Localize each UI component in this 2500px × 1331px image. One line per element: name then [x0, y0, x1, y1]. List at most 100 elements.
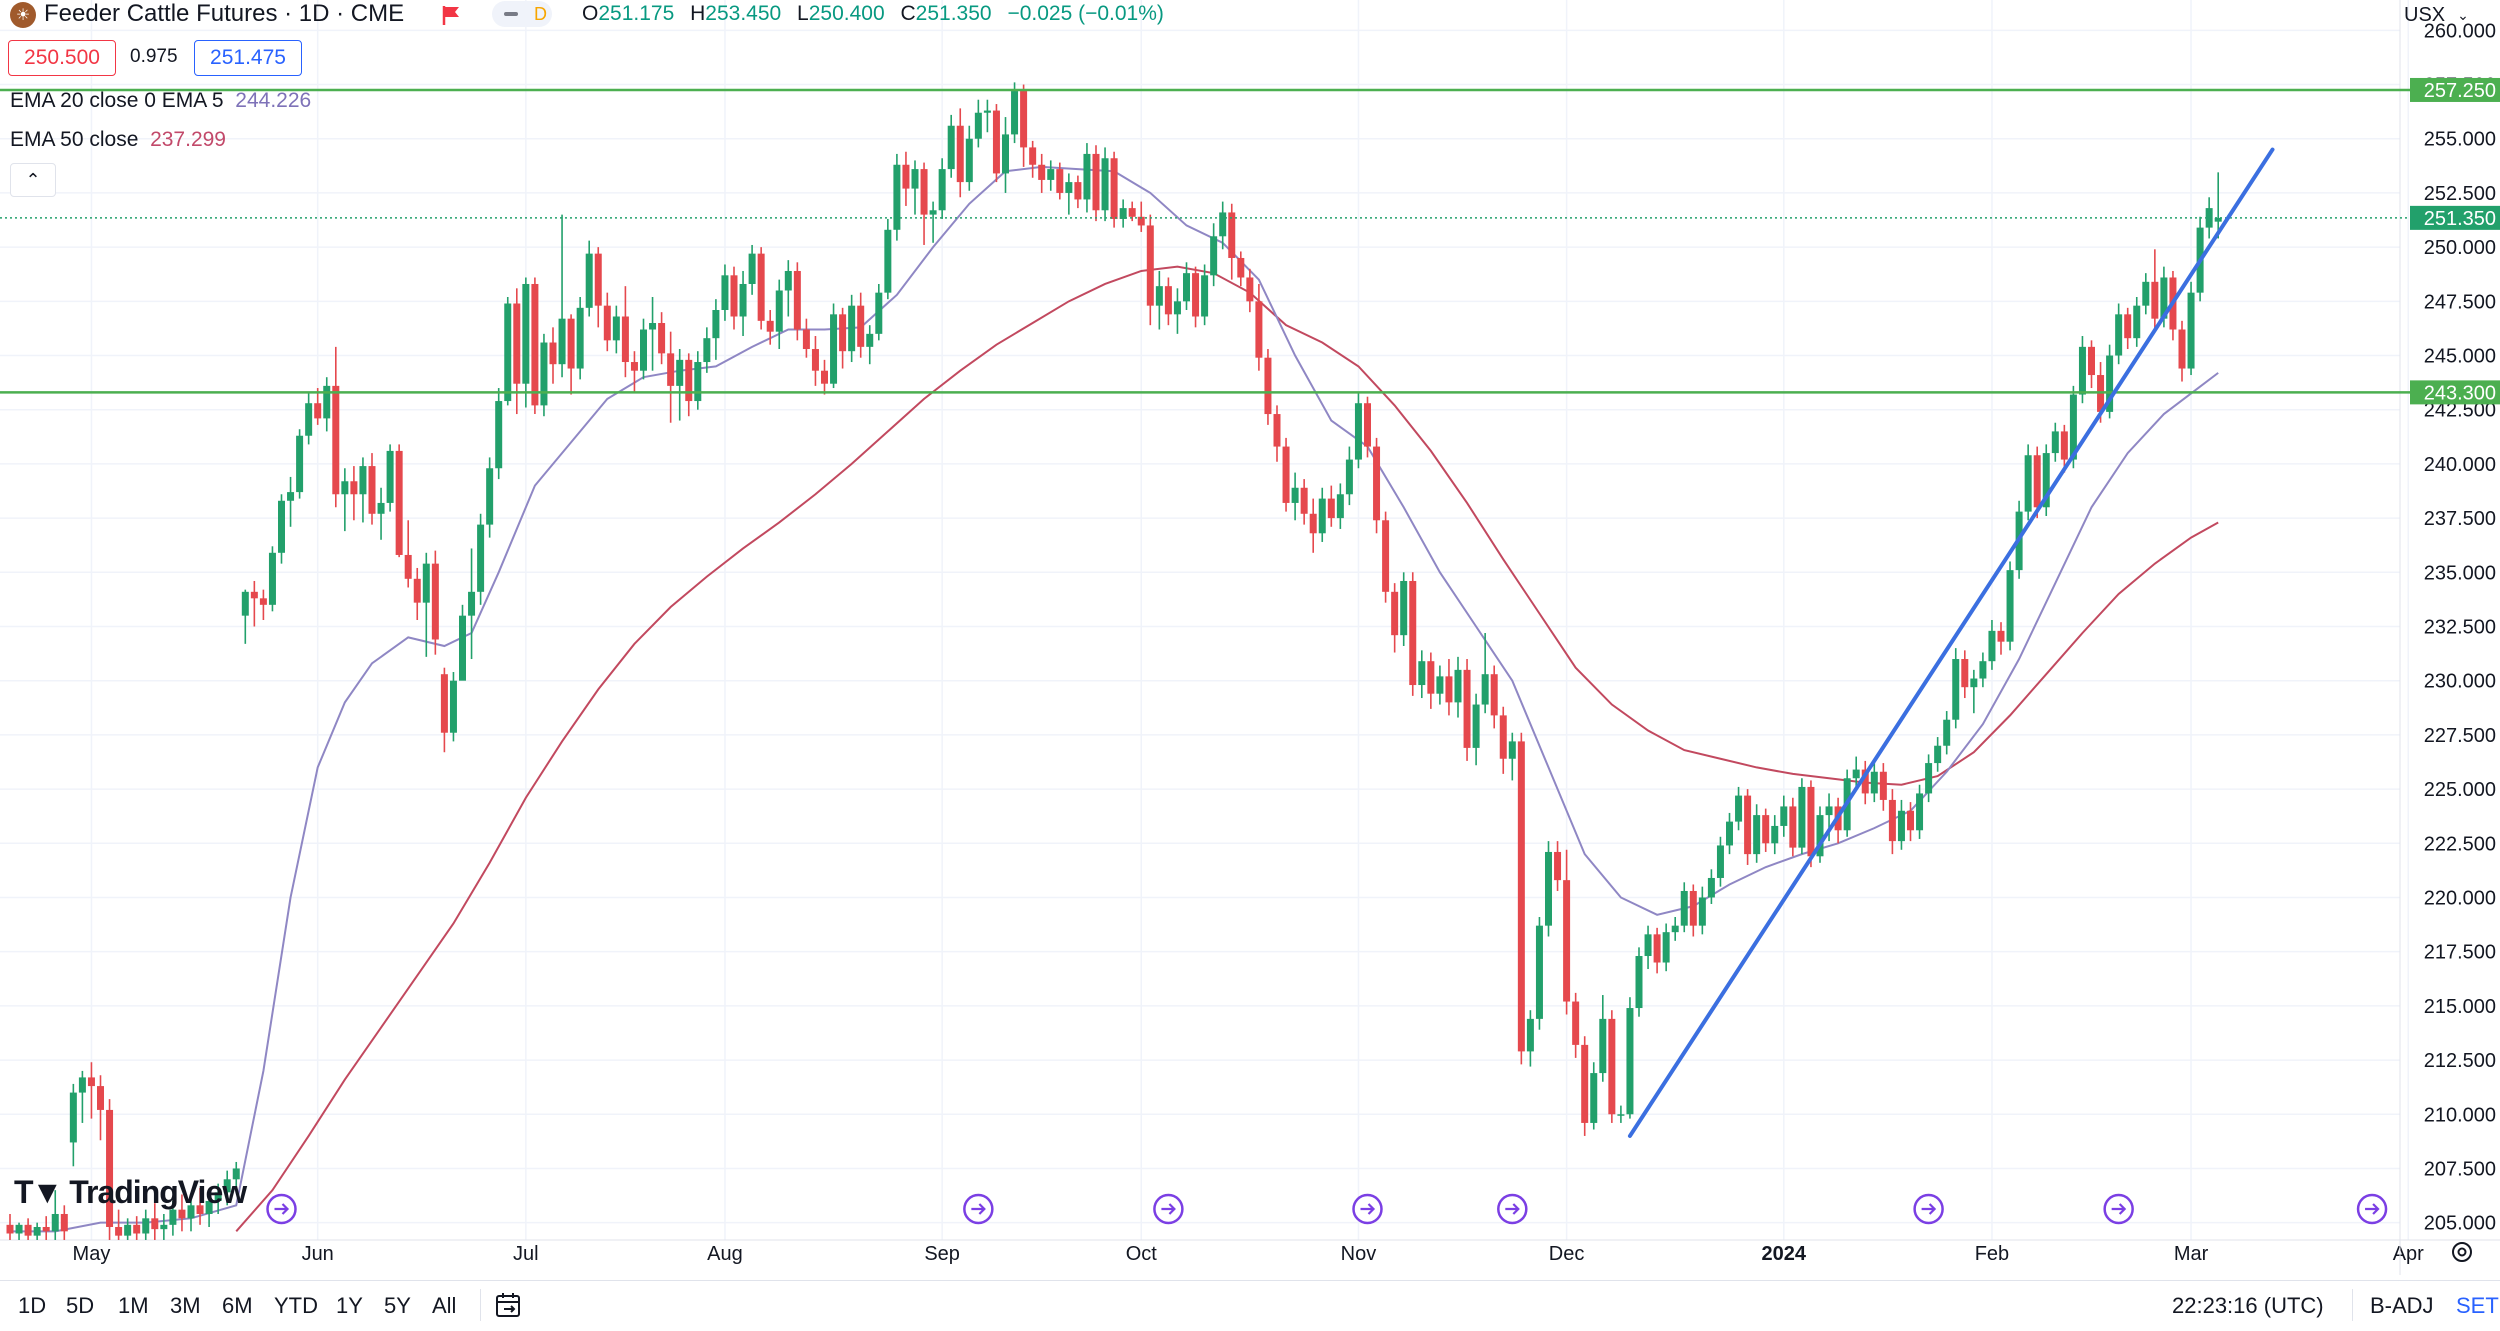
candle-body — [1074, 182, 1082, 200]
candle — [667, 331, 675, 423]
candle — [513, 288, 521, 415]
timeframe-ytd[interactable]: YTD — [274, 1293, 318, 1318]
candle-body — [857, 305, 865, 347]
candle — [567, 314, 575, 395]
candle-body — [124, 1224, 132, 1236]
timeframe-1m[interactable]: 1M — [118, 1293, 149, 1318]
candle-body — [947, 125, 955, 170]
candle-body — [287, 492, 295, 501]
timeframe-all[interactable]: All — [432, 1293, 457, 1318]
candle-body — [558, 318, 566, 365]
candle — [1590, 1062, 1598, 1130]
utc-clock[interactable]: 22:23:16 (UTC) — [2172, 1293, 2324, 1318]
candle — [2133, 296, 2141, 347]
candle-body — [875, 292, 883, 334]
candle-body — [2024, 455, 2032, 512]
candle-body — [60, 1213, 68, 1232]
ema20-legend[interactable]: EMA 20 close 0 EMA 5 244.226 — [10, 89, 311, 113]
sun-icon: ☀ — [10, 2, 36, 28]
candle — [893, 153, 901, 241]
collapse-legend-button[interactable]: ⌃ — [10, 163, 56, 197]
candle — [449, 672, 457, 742]
timeframe-5y[interactable]: 5Y — [384, 1293, 411, 1318]
candle — [902, 151, 910, 206]
session-toggle[interactable]: SET — [2456, 1293, 2499, 1318]
candle-body — [1029, 147, 1037, 165]
candle-body — [1002, 134, 1009, 174]
y-tick-label: 220.000 — [2424, 887, 2496, 909]
candle-body — [1327, 498, 1335, 519]
candle-body — [531, 283, 539, 406]
candle — [848, 294, 856, 363]
candle — [196, 1187, 204, 1225]
candle — [965, 125, 973, 191]
candle — [1409, 572, 1417, 696]
timeframe-1y[interactable]: 1Y — [336, 1293, 363, 1318]
candle — [1291, 472, 1299, 521]
candle — [1635, 947, 1643, 1017]
y-tick-label: 235.000 — [2424, 562, 2496, 584]
candle — [1599, 995, 1607, 1082]
candle-body — [1164, 286, 1172, 315]
candle — [1382, 511, 1390, 603]
candle — [2033, 446, 2041, 519]
candle — [250, 580, 258, 627]
candle-body — [395, 450, 403, 555]
candle — [1164, 277, 1172, 326]
candle-body — [1427, 661, 1435, 694]
candle-body — [911, 169, 919, 189]
candle-body — [1907, 810, 1914, 831]
candle-body — [359, 466, 367, 495]
candle — [341, 468, 349, 532]
candle — [1780, 795, 1788, 837]
adjustment-toggle[interactable]: B-ADJ — [2370, 1293, 2434, 1318]
candle — [1943, 711, 1951, 755]
event-arrow-icon — [1352, 1193, 1383, 1225]
candle — [486, 457, 494, 538]
candle — [42, 1216, 50, 1240]
candle — [1979, 652, 1987, 688]
candle — [1852, 756, 1860, 787]
candle-body — [1943, 719, 1951, 746]
candle-body — [241, 591, 249, 616]
ema20-label: EMA 20 close 0 EMA 5 — [10, 89, 224, 112]
timeframe-5d[interactable]: 5D — [66, 1293, 95, 1318]
candle-body — [115, 1226, 123, 1236]
sell-price-button[interactable]: 250.500 — [8, 40, 116, 76]
candle — [983, 99, 991, 133]
candle — [1716, 836, 1724, 887]
ema50-legend[interactable]: EMA 50 close 237.299 — [10, 128, 226, 152]
candle — [1192, 266, 1200, 328]
candle-body — [1707, 877, 1715, 898]
symbol-title[interactable]: Feeder Cattle Futures · 1D · CME — [44, 0, 405, 27]
event-marker-glyph — [1505, 1203, 1520, 1215]
event-arrow-icon — [1913, 1193, 1944, 1225]
currency-selector[interactable]: USX ⌄ — [2404, 0, 2500, 30]
buy-price-button[interactable]: 251.475 — [194, 40, 302, 76]
candle — [1336, 483, 1344, 529]
candle — [2115, 303, 2123, 365]
candle — [612, 305, 620, 354]
timeframe-3m[interactable]: 3M — [170, 1293, 201, 1318]
candle — [314, 388, 322, 425]
candle — [187, 1198, 195, 1232]
candle — [1735, 786, 1743, 831]
flag-icon[interactable] — [441, 4, 461, 26]
candle-body — [377, 502, 385, 514]
candle-body — [350, 481, 358, 495]
interval-pill[interactable]: D — [492, 1, 552, 27]
candle — [1201, 264, 1209, 326]
candle — [1273, 405, 1281, 462]
timeframe-6m[interactable]: 6M — [222, 1293, 253, 1318]
candle-body — [775, 290, 783, 332]
candle-body — [1644, 934, 1652, 957]
candle — [1608, 1010, 1616, 1123]
gear-icon[interactable] — [2448, 1238, 2476, 1266]
candle — [1345, 446, 1353, 506]
candle — [504, 296, 512, 406]
timeframe-1d[interactable]: 1D — [18, 1293, 47, 1318]
candle — [1617, 1105, 1625, 1123]
calendar-range-icon[interactable] — [494, 1291, 524, 1319]
candle — [640, 318, 647, 380]
